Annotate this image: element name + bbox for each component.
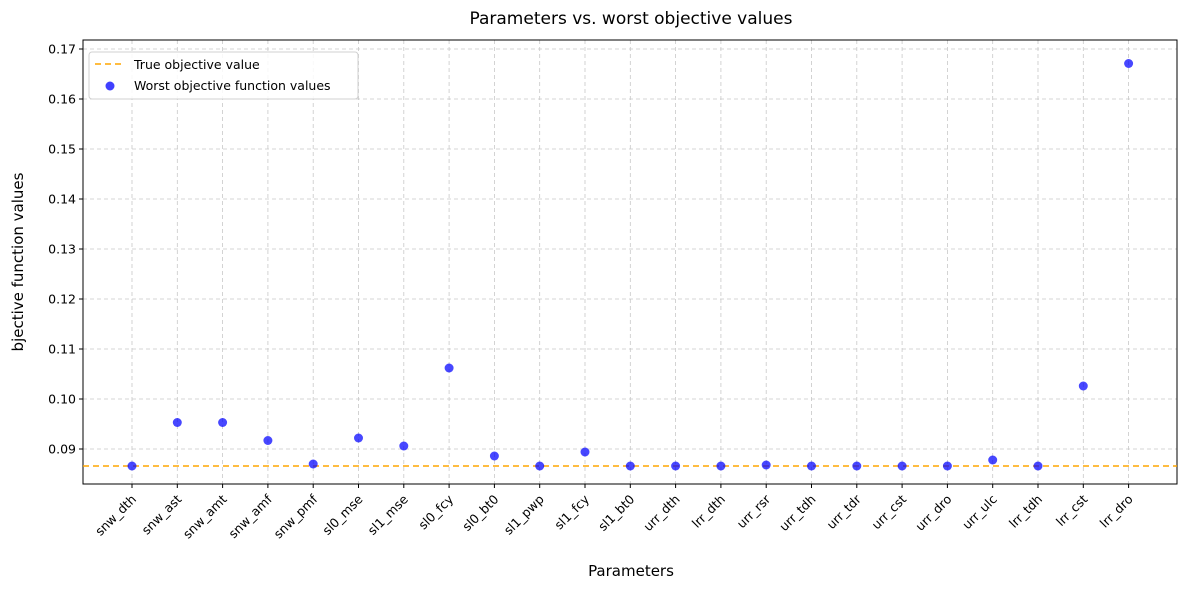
y-tick-label: 0.11 — [48, 342, 76, 357]
data-point — [172, 418, 182, 427]
data-point — [761, 460, 771, 470]
data-points — [127, 59, 1134, 471]
legend: True objective value Worst objective fun… — [88, 51, 359, 100]
y-tick-label: 0.17 — [48, 42, 76, 57]
x-tick-label: snw_amf — [225, 491, 275, 541]
x-tick-label: sl1_mse — [365, 491, 412, 538]
y-tick-label: 0.14 — [48, 192, 76, 207]
y-tick-label: 0.16 — [48, 92, 76, 107]
x-axis: snw_dth snw_astsnw_amtsnw_amfsnw_pmfsl0_m… — [92, 484, 1136, 541]
data-point — [263, 436, 273, 445]
legend-label-worst-values: Worst objective function values — [134, 78, 331, 93]
data-point — [942, 461, 952, 471]
legend-label-true-objective: True objective value — [133, 57, 260, 72]
y-axis: 0.09 0.10 0.11 0.12 0.13 0.14 0.15 0.16 0.17 — [48, 42, 83, 457]
data-point — [807, 461, 816, 471]
x-axis-label: Parameters — [588, 562, 674, 580]
x-tick-label: lrr_dth — [689, 492, 728, 531]
data-point — [354, 433, 363, 443]
x-tick-label: sl0_bt0 — [459, 491, 501, 533]
x-tick-label: snw_amt — [180, 491, 230, 541]
x-tick-label: sl0_mse — [319, 491, 366, 538]
data-point — [218, 418, 228, 427]
x-tick-label: snw_dth — [92, 492, 139, 539]
data-point — [308, 459, 318, 469]
x-tick-label: urr_tdh — [776, 492, 818, 534]
x-tick-label: snw_ast — [138, 491, 184, 537]
data-point — [988, 455, 998, 465]
data-point — [399, 441, 409, 451]
x-tick-label: urr_dro — [912, 492, 954, 534]
data-point — [897, 461, 907, 471]
y-tick-label: 0.09 — [48, 442, 76, 457]
data-point — [444, 363, 454, 373]
data-point — [625, 461, 635, 471]
x-tick-label: urr_ulc — [959, 491, 1000, 532]
y-tick-label: 0.10 — [48, 392, 76, 407]
x-tick-label: snw_pmf — [271, 491, 321, 541]
grid — [83, 40, 1177, 484]
x-tick-label: sl1_bt0 — [595, 491, 637, 533]
data-point — [489, 451, 499, 461]
data-point — [580, 447, 590, 457]
y-tick-label: 0.13 — [48, 242, 76, 257]
y-tick-label: 0.15 — [48, 142, 76, 157]
x-tick-label: lrr_tdh — [1006, 492, 1045, 531]
legend-marker-swatch — [105, 81, 115, 91]
x-tick-label: urr_tdr — [823, 491, 864, 532]
data-point — [852, 461, 862, 471]
x-tick-label: sl1_pwp — [501, 491, 547, 537]
chart-title: Parameters vs. worst objective values — [470, 9, 793, 29]
y-axis-label: bjective function values — [9, 172, 27, 351]
data-point — [1033, 461, 1043, 471]
data-point — [671, 461, 681, 471]
x-tick-label: urr_dth — [640, 492, 682, 534]
data-point — [535, 461, 545, 471]
data-point — [1078, 381, 1088, 391]
data-point — [127, 461, 137, 471]
x-tick-label: urr_rsr — [734, 491, 774, 531]
y-tick-label: 0.12 — [48, 292, 76, 307]
data-point — [716, 461, 726, 471]
x-tick-label: lrr_dro — [1097, 492, 1136, 531]
data-point — [1124, 59, 1134, 68]
x-tick-label: sl0_fcy — [415, 491, 456, 532]
x-tick-label: urr_cst — [869, 491, 910, 532]
legend-box — [88, 51, 359, 100]
x-tick-label: lrr_cst — [1053, 491, 1091, 529]
x-tick-label: sl1_fcy — [551, 491, 592, 532]
